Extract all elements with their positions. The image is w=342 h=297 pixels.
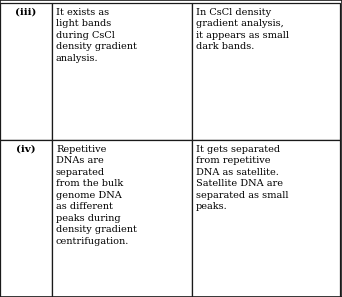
Bar xyxy=(192,140,340,297)
Text: (iv): (iv) xyxy=(16,145,36,154)
Bar xyxy=(52,3,192,140)
Text: (iii): (iii) xyxy=(15,8,37,17)
Text: In CsCl density
gradient analysis,
it appears as small
dark bands.: In CsCl density gradient analysis, it ap… xyxy=(196,8,289,51)
Text: It exists as
light bands
during CsCl
density gradient
analysis.: It exists as light bands during CsCl den… xyxy=(56,8,137,63)
Text: Repetitive
DNAs are
separated
from the bulk
genome DNA
as different
peaks during: Repetitive DNAs are separated from the b… xyxy=(56,145,137,246)
Text: It gets separated
from repetitive
DNA as satellite.
Satellite DNA are
separated : It gets separated from repetitive DNA as… xyxy=(196,145,289,211)
Bar xyxy=(192,3,340,140)
Bar xyxy=(0,3,52,140)
Bar xyxy=(0,140,52,297)
Bar xyxy=(52,140,192,297)
